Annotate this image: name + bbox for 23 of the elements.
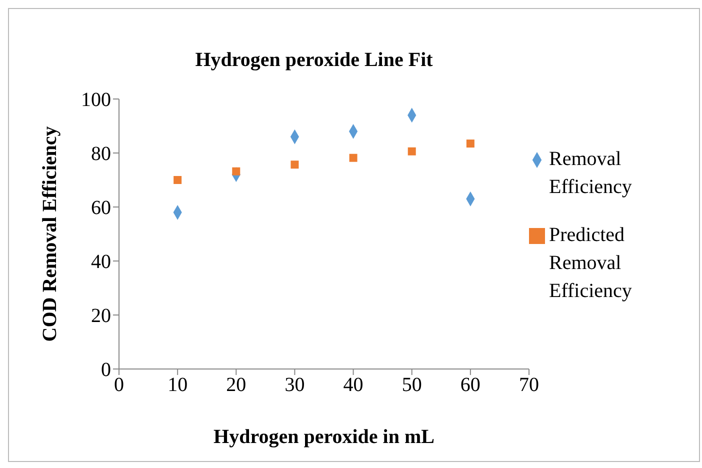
x-tick-label: 50 — [402, 374, 422, 396]
legend-label: Removal Efficiency — [549, 147, 633, 200]
x-tick-label: 60 — [460, 374, 480, 396]
chart-title: Hydrogen peroxide Line Fit — [194, 49, 434, 72]
point — [408, 147, 416, 156]
legend-label: Predicted Removal Efficiency — [549, 223, 633, 304]
x-axis-title: Hydrogen peroxide in mL — [214, 426, 434, 448]
y-tick-label: 80 — [91, 143, 111, 166]
x-tick-label: 70 — [519, 374, 539, 396]
y-tick-label: 20 — [91, 305, 111, 328]
point — [466, 140, 474, 148]
point — [349, 154, 358, 162]
y-tick-label: 100 — [81, 89, 111, 112]
x-tick-label: 40 — [343, 374, 364, 396]
y-tick-label: 40 — [91, 251, 111, 274]
y-tick-label: 0 — [101, 359, 111, 382]
point — [174, 176, 182, 184]
x-tick-label: 30 — [284, 374, 305, 396]
y-tick-label: 60 — [91, 197, 111, 220]
x-tick-label: 20 — [226, 374, 246, 396]
y-axis-title: COD Removal Efficiency — [39, 126, 62, 342]
x-tick-label: 10 — [168, 374, 188, 396]
point — [290, 160, 299, 169]
